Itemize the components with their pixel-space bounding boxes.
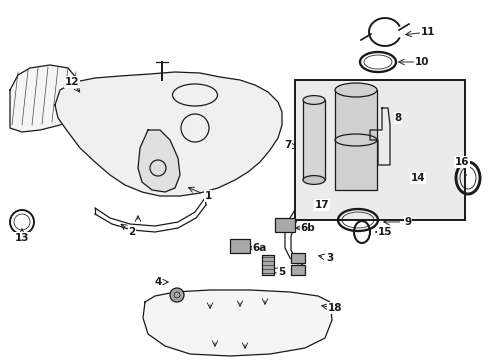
Text: 11: 11 (420, 27, 434, 37)
Bar (290, 253, 305, 263)
Polygon shape (142, 290, 331, 356)
FancyBboxPatch shape (294, 80, 464, 220)
Circle shape (170, 288, 183, 302)
Bar (334, 90, 376, 190)
Bar (290, 265, 305, 275)
Text: 7: 7 (284, 140, 291, 150)
Polygon shape (10, 65, 82, 132)
Text: 10: 10 (414, 57, 428, 67)
Text: 8: 8 (393, 113, 401, 123)
Text: 16: 16 (454, 157, 468, 167)
Text: 3: 3 (325, 253, 333, 263)
Text: 4: 4 (154, 277, 162, 287)
Polygon shape (138, 130, 180, 192)
Text: 18: 18 (327, 303, 342, 313)
Ellipse shape (334, 83, 376, 97)
Text: 17: 17 (314, 200, 328, 210)
Polygon shape (55, 72, 282, 196)
Text: 13: 13 (15, 233, 29, 243)
Bar (262, 255, 273, 275)
Text: 14: 14 (410, 173, 425, 183)
Text: 12: 12 (64, 77, 79, 87)
Ellipse shape (303, 96, 325, 104)
Bar (303, 100, 325, 180)
Text: 5: 5 (278, 267, 285, 277)
Text: 15: 15 (377, 227, 391, 237)
Bar (229, 239, 249, 253)
Text: 6a: 6a (252, 243, 266, 253)
Text: 6b: 6b (300, 223, 315, 233)
Text: 9: 9 (404, 217, 411, 227)
Text: 1: 1 (204, 191, 211, 201)
Bar (274, 218, 294, 232)
Ellipse shape (303, 176, 325, 184)
Text: 2: 2 (128, 227, 135, 237)
